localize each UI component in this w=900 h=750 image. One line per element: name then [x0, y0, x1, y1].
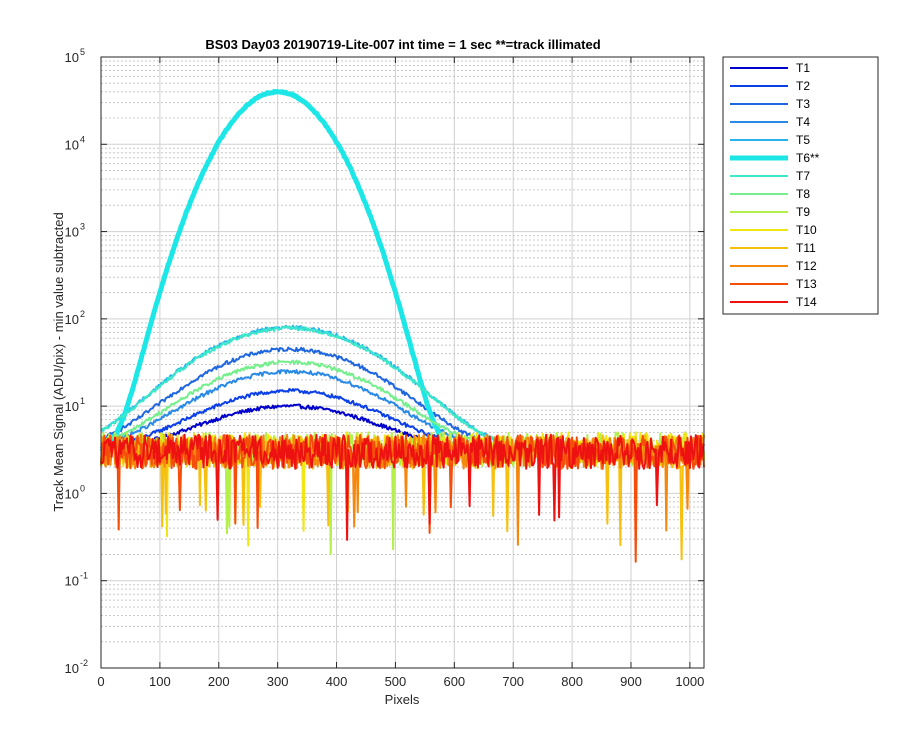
grid	[100, 56, 704, 669]
x-tick-label: 700	[502, 674, 524, 689]
y-tick-label: 10	[65, 50, 79, 65]
legend-label: T9	[796, 205, 810, 219]
legend-label: T10	[796, 223, 817, 237]
legend-label: T8	[796, 187, 810, 201]
y-tick-label: 10	[65, 574, 79, 589]
x-tick-label: 300	[267, 674, 289, 689]
x-tick-label: 100	[149, 674, 171, 689]
legend-label: T3	[796, 97, 810, 111]
y-tick-exponent: 5	[80, 47, 85, 57]
chart-title: BS03 Day03 20190719-Lite-007 int time = …	[205, 37, 600, 52]
y-tick-exponent: 2	[80, 309, 85, 319]
y-tick-exponent: 0	[80, 483, 85, 493]
x-tick-label: 200	[208, 674, 230, 689]
x-tick-label: 400	[326, 674, 348, 689]
x-tick-label: 500	[385, 674, 407, 689]
series-layer	[99, 89, 706, 563]
legend-label: T2	[796, 79, 810, 93]
legend-label: T7	[796, 169, 810, 183]
y-tick-label: 10	[65, 312, 79, 327]
x-tick-label: 800	[561, 674, 583, 689]
x-axis-label: Pixels	[385, 692, 420, 707]
legend-label: T1	[796, 61, 810, 75]
series-line-t14	[100, 433, 705, 541]
x-tick-label: 0	[97, 674, 104, 689]
x-axis: 0 100 200 300 400 500 600 700 800 900 1000	[97, 57, 704, 689]
y-tick-label: 10	[65, 661, 79, 676]
legend-label: T13	[796, 277, 817, 291]
y-tick-exponent: -2	[80, 658, 88, 668]
legend-label: T6**	[796, 151, 820, 165]
legend-label: T11	[796, 241, 816, 255]
y-tick-label: 10	[65, 399, 79, 414]
y-tick-exponent: 1	[80, 396, 85, 406]
y-tick-exponent: 4	[80, 134, 85, 144]
y-tick-exponent: -1	[80, 571, 88, 581]
y-tick-label: 10	[65, 225, 79, 240]
y-axis-label: Track Mean Signal (ADU/pix) - min value …	[51, 212, 66, 511]
legend-label: T14	[796, 295, 817, 309]
y-tick-label: 10	[65, 486, 79, 501]
y-tick-exponent: 3	[80, 222, 85, 232]
legend-label: T12	[796, 259, 817, 273]
x-tick-label: 1000	[675, 674, 704, 689]
legend-label: T5	[796, 133, 810, 147]
legend: T1 T2 T3 T4 T5 T6** T7 T8 T9 T10 T11 T12 T13 T14	[722, 56, 879, 315]
legend-label: T4	[796, 115, 810, 129]
x-tick-label: 600	[443, 674, 465, 689]
y-tick-label: 10	[65, 137, 79, 152]
plot-area	[99, 56, 706, 669]
x-tick-label: 900	[620, 674, 642, 689]
